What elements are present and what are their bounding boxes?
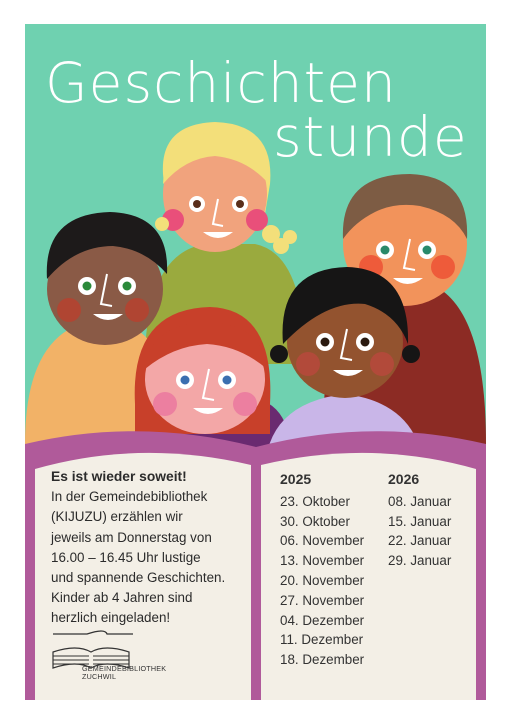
intro-line: Kinder ab 4 Jahren sind xyxy=(51,590,193,606)
schedule-column-2025: 2025 23. Oktober 30. Oktober 06. Novembe… xyxy=(280,470,364,670)
title-line-1: Geschichten xyxy=(45,51,397,115)
intro-line: jeweils am Donnerstag von xyxy=(51,529,212,545)
year-heading: 2026 xyxy=(388,471,420,487)
intro-line: herzlich eingeladen! xyxy=(51,610,171,626)
date-item: 11. Dezember xyxy=(280,632,364,648)
date-list: 23. Oktober 30. Oktober 06. November 13.… xyxy=(280,492,364,670)
date-item: 20. November xyxy=(280,572,365,588)
date-item: 15. Januar xyxy=(388,513,452,529)
year-heading: 2025 xyxy=(280,471,312,487)
open-book-illustration xyxy=(25,431,486,700)
date-item: 29. Januar xyxy=(388,553,452,569)
date-item: 04. Dezember xyxy=(280,612,365,628)
library-logo-icon xyxy=(52,630,133,669)
library-logo-text: GEMEINDEBIBLIOTHEK ZUCHWIL xyxy=(82,664,167,682)
date-item: 30. Oktober xyxy=(280,513,350,529)
intro-heading: Es ist wieder soweit! xyxy=(51,469,187,484)
logo-line-2: ZUCHWIL xyxy=(82,672,117,682)
intro-paragraph: In der Gemeindebibliothek (KIJUZU) erzäh… xyxy=(51,487,261,628)
date-item: 13. November xyxy=(280,553,365,569)
date-item: 18. Dezember xyxy=(280,652,365,668)
date-item: 22. Januar xyxy=(388,533,452,549)
intro-text: Es ist wieder soweit! In der Gemeindebib… xyxy=(51,467,261,629)
schedule-column-2026: 2026 08. Januar 15. Januar 22. Januar 29… xyxy=(388,470,451,571)
intro-line: und spannende Geschichten. xyxy=(51,570,226,586)
intro-line: 16.00 – 16.45 Uhr lustige xyxy=(51,549,201,565)
intro-line: In der Gemeindebibliothek xyxy=(51,489,208,505)
intro-line: (KIJUZU) erzählen wir xyxy=(51,509,183,525)
date-item: 27. November xyxy=(280,592,365,608)
logo-line-1: GEMEINDEBIBLIOTHEK xyxy=(82,664,167,673)
poster: Geschichten stunde Es ist wieder soweit!… xyxy=(25,24,486,700)
date-item: 06. November xyxy=(280,533,365,549)
date-item: 23. Oktober xyxy=(280,493,350,509)
date-item: 08. Januar xyxy=(388,493,452,509)
date-list: 08. Januar 15. Januar 22. Januar 29. Jan… xyxy=(388,492,451,571)
title-line-2: stunde xyxy=(273,105,468,169)
